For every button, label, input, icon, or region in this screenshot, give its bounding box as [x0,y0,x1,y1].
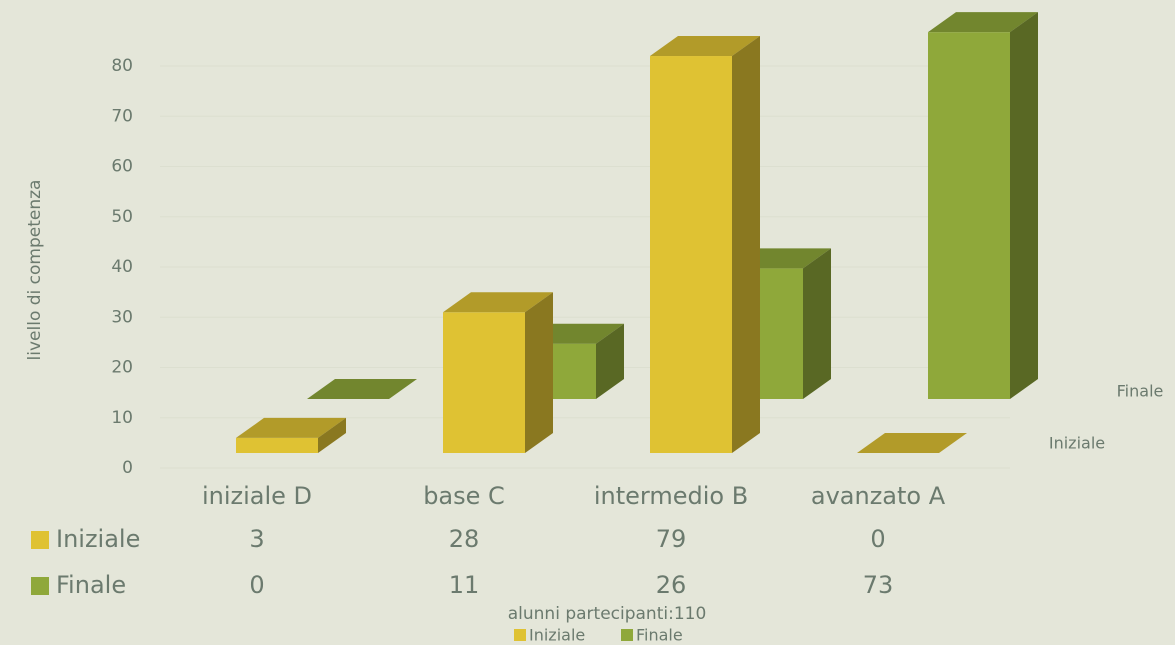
legend-key [31,577,49,595]
table-value: 79 [656,525,687,553]
y-tick-label: 40 [111,257,133,277]
y-tick-label: 80 [111,56,133,76]
bar-side [1010,12,1038,400]
bar-side [732,36,760,454]
bar-front [650,56,732,454]
y-tick-label: 10 [111,408,133,428]
bar-side [525,292,553,453]
y-tick-label: 70 [111,106,133,126]
legend-key [31,531,49,549]
bar-side [596,323,624,399]
bar [236,417,346,453]
x-axis-title: alunni partecipanti:110 [508,604,707,624]
bar-top [857,433,967,453]
bar-top [307,379,417,399]
bar-side [318,417,346,453]
legend-swatch [514,629,526,641]
depth-label: Finale [1117,382,1164,401]
table-value: 0 [249,571,264,599]
bar [928,12,1038,400]
table-value: 11 [449,571,480,599]
bar-top [928,12,1038,33]
bar-front [443,312,525,453]
bar-top [236,417,346,438]
y-tick-label: 20 [111,358,133,378]
legend-swatch [621,629,633,641]
y-tick-label: 30 [111,307,133,327]
x-tick-label: avanzato A [811,482,946,510]
y-tick-label: 0 [122,458,133,478]
y-tick-label: 60 [111,157,133,177]
bar [650,36,760,454]
x-tick-label: base C [423,482,505,510]
bar [307,379,417,399]
bar-side [803,248,831,399]
y-tick-label: 50 [111,207,133,227]
x-tick-label: intermedio B [594,482,748,510]
table-row-label: Finale [56,571,126,599]
y-axis-title: livello di competenza [25,180,45,361]
bar [857,433,967,453]
bar-top [650,36,760,57]
table-value: 26 [656,571,687,599]
table-value: 3 [249,525,264,553]
table-value: 73 [863,571,894,599]
table-value: 28 [449,525,480,553]
bar-front [236,437,318,453]
bar-top [443,292,553,313]
legend-label: Iniziale [529,626,585,645]
table-value: 0 [870,525,885,553]
bar-front [928,32,1010,400]
bar [443,292,553,453]
table-row-label: Iniziale [56,525,140,553]
depth-label: Iniziale [1049,434,1105,453]
legend-label: Finale [636,626,683,645]
x-tick-label: iniziale D [202,482,312,510]
